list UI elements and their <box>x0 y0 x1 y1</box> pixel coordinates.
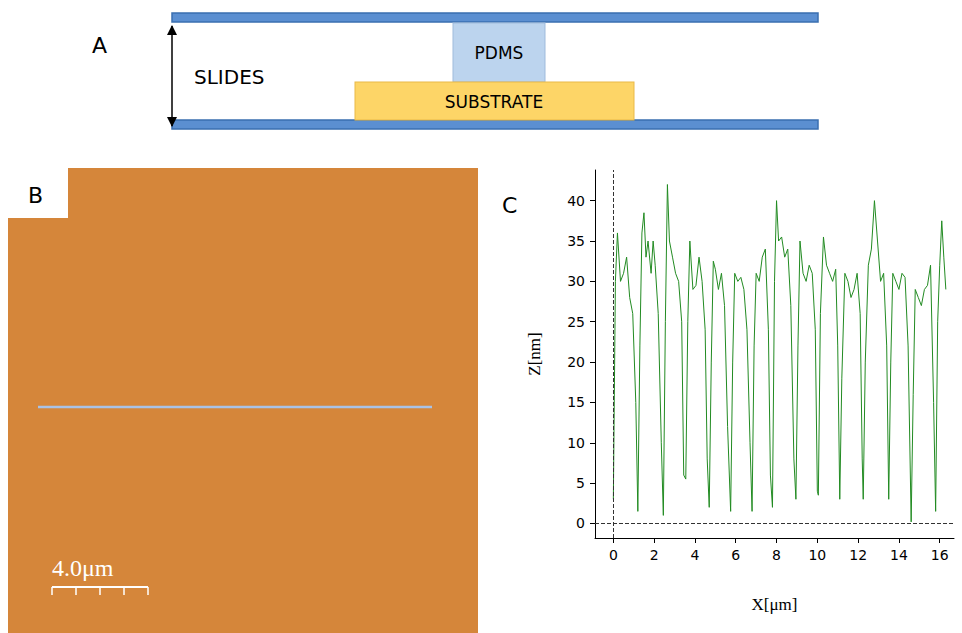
svg-text:4.0μm: 4.0μm <box>52 555 114 581</box>
svg-text:A: A <box>92 33 107 58</box>
svg-text:B: B <box>28 183 43 208</box>
svg-text:10: 10 <box>808 547 826 563</box>
svg-text:25: 25 <box>567 314 585 330</box>
svg-text:SUBSTRATE: SUBSTRATE <box>445 92 543 112</box>
svg-text:8: 8 <box>772 547 781 563</box>
svg-text:5: 5 <box>576 475 585 491</box>
svg-text:15: 15 <box>567 394 585 410</box>
svg-text:0: 0 <box>609 547 618 563</box>
svg-text:12: 12 <box>849 547 867 563</box>
svg-text:20: 20 <box>567 354 585 370</box>
svg-text:35: 35 <box>567 233 585 249</box>
svg-text:10: 10 <box>567 435 585 451</box>
svg-text:4: 4 <box>690 547 699 563</box>
svg-text:6: 6 <box>731 547 740 563</box>
svg-text:Z[nm]: Z[nm] <box>525 332 544 375</box>
svg-text:0: 0 <box>576 515 585 531</box>
svg-text:40: 40 <box>567 193 585 209</box>
svg-text:SLIDES: SLIDES <box>194 65 264 89</box>
svg-text:30: 30 <box>567 273 585 289</box>
svg-text:14: 14 <box>890 547 908 563</box>
svg-text:X[μm]: X[μm] <box>752 595 798 614</box>
svg-text:C: C <box>502 193 517 218</box>
svg-text:PDMS: PDMS <box>475 43 524 63</box>
svg-text:2: 2 <box>650 547 659 563</box>
svg-text:16: 16 <box>931 547 949 563</box>
